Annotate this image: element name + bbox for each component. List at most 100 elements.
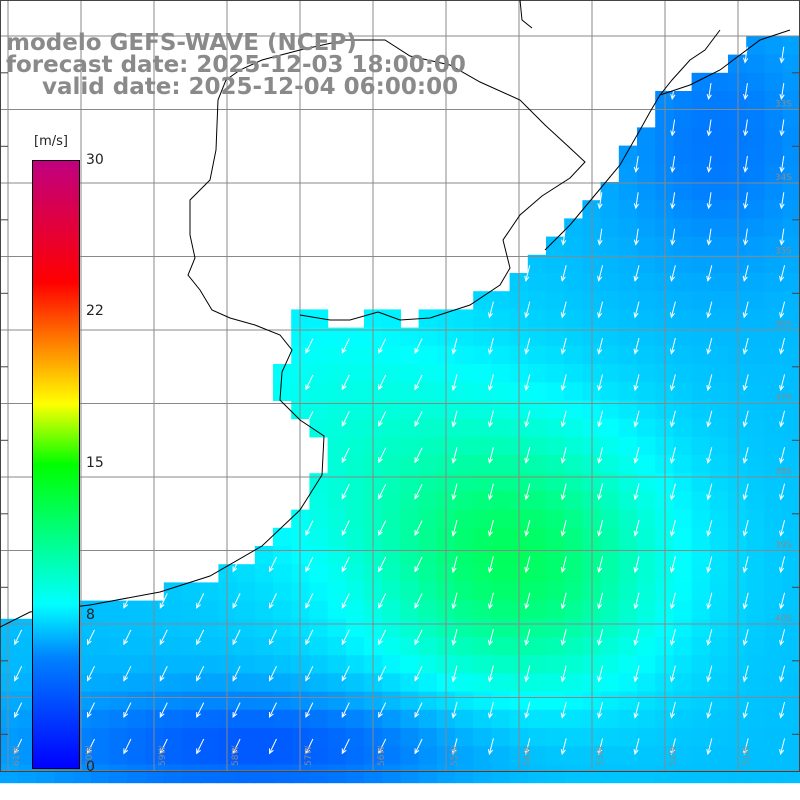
- wind-cell: [491, 473, 511, 492]
- wind-cell: [546, 637, 565, 656]
- wind-cell: [564, 291, 583, 310]
- wind-cell: [709, 564, 729, 583]
- wind-arrow: [159, 665, 168, 682]
- wind-cell: [491, 691, 511, 711]
- wind-cell: [618, 163, 638, 183]
- wind-cell: [673, 455, 693, 474]
- wind-arrow: [706, 629, 713, 646]
- wind-cell: [36, 764, 56, 784]
- wind-cell: [746, 382, 765, 401]
- wind-arrow: [742, 556, 749, 574]
- wind-cell: [618, 291, 638, 310]
- wind-arrow: [597, 629, 604, 646]
- wind-cell: [436, 764, 456, 784]
- wind-arrow: [305, 556, 314, 573]
- wind-arrow: [305, 665, 314, 682]
- wind-cell: [546, 273, 565, 292]
- wind-cell: [418, 655, 438, 674]
- wind-cell: [254, 746, 274, 765]
- wind-arrow: [633, 374, 640, 392]
- wind-cell: [673, 728, 693, 747]
- wind-arrow: [414, 374, 423, 391]
- wind-cell: [618, 364, 638, 383]
- wind-arrow: [669, 519, 676, 537]
- wind-cell: [182, 746, 201, 765]
- wind-cell: [491, 527, 511, 547]
- wind-cell: [600, 364, 620, 383]
- wind-arrow: [779, 265, 786, 282]
- wind-cell: [491, 345, 511, 365]
- wind-cell: [109, 746, 128, 765]
- wind-cell: [564, 728, 583, 747]
- wind-arrow: [742, 483, 749, 501]
- wind-cell: [291, 527, 310, 547]
- wind-arrow: [633, 337, 640, 355]
- wind-cell: [728, 582, 747, 602]
- wind-cell: [418, 473, 438, 492]
- wind-cell: [728, 327, 747, 347]
- wind-arrow: [779, 410, 786, 428]
- wind-cell: [637, 491, 656, 511]
- wind-cell: [637, 364, 656, 383]
- wind-cell: [273, 564, 292, 583]
- wind-cell: [564, 327, 583, 347]
- wind-cell: [145, 709, 165, 729]
- wind-cell: [746, 436, 765, 456]
- wind-arrow: [232, 629, 241, 646]
- wind-arrow: [87, 738, 95, 755]
- wind-cell: [418, 728, 438, 747]
- wind-cell: [327, 600, 347, 620]
- wind-cell: [728, 473, 747, 492]
- wind-cell: [709, 618, 729, 638]
- wind-cell: [709, 746, 729, 765]
- wind-cell: [291, 600, 310, 620]
- wind-cell: [182, 600, 201, 620]
- wind-cell: [600, 709, 620, 729]
- wind-cell: [382, 364, 401, 383]
- wind-arrow: [232, 593, 241, 609]
- colorbar-tick-label: 22: [86, 303, 104, 319]
- wind-arrow: [706, 701, 713, 719]
- wind-cell: [728, 418, 747, 438]
- wind-arrow: [414, 629, 423, 646]
- wind-cell: [309, 764, 329, 784]
- wind-cell: [291, 746, 310, 765]
- wind-cell: [600, 236, 620, 256]
- wind-cell: [182, 764, 201, 784]
- wind-cell: [527, 509, 547, 529]
- wind-cell: [491, 455, 511, 474]
- wind-cell: [200, 709, 219, 729]
- wind-cell: [673, 254, 693, 274]
- wind-cell: [618, 200, 638, 219]
- wind-cell: [728, 436, 747, 456]
- wind-cell: [109, 673, 128, 693]
- wind-arrow: [524, 447, 531, 464]
- wind-cell: [709, 327, 729, 347]
- wind-cell: [637, 418, 656, 438]
- wind-cell: [546, 473, 565, 492]
- wind-cell: [600, 655, 620, 674]
- wind-cell: [182, 655, 201, 674]
- wind-arrow: [305, 593, 314, 609]
- wind-cell: [782, 582, 800, 602]
- wind-cell: [182, 637, 201, 656]
- wind-cell: [527, 673, 547, 693]
- wind-cell: [691, 273, 711, 292]
- wind-arrow: [633, 410, 640, 428]
- wind-cell: [618, 400, 638, 420]
- wind-cell: [345, 637, 365, 656]
- wind-cell: [764, 491, 784, 511]
- wind-cell: [345, 327, 365, 347]
- wind-cell: [418, 527, 438, 547]
- wind-cell: [273, 655, 292, 674]
- wind-cell: [200, 673, 219, 693]
- wind-arrow: [560, 337, 567, 355]
- wind-arrow: [597, 374, 604, 392]
- wind-cell: [637, 600, 656, 620]
- wind-arrow: [305, 374, 314, 391]
- wind-cell: [618, 436, 638, 456]
- wind-cell: [400, 473, 420, 492]
- wind-cell: [673, 655, 693, 674]
- wind-cell: [637, 655, 656, 674]
- wind-cell: [491, 709, 511, 729]
